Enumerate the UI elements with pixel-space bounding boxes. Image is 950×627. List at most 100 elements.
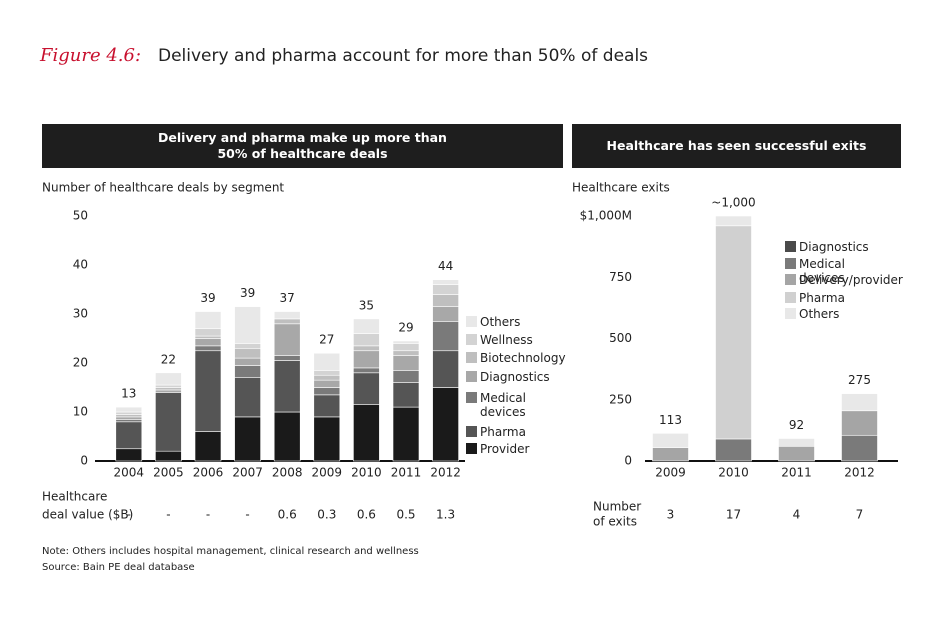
- panel-title: Delivery and pharma make up more than: [158, 130, 447, 145]
- y-tick-label: 20: [73, 356, 88, 370]
- bar-segment: [392, 406, 420, 462]
- bar-segment: [392, 343, 420, 352]
- y-tick-label: 30: [73, 307, 88, 321]
- bar-segment: [194, 335, 222, 339]
- legend-swatch: [466, 316, 477, 327]
- total-label: ~1,000: [711, 196, 755, 210]
- bar-segment: [194, 350, 222, 432]
- legend-swatch: [466, 371, 477, 382]
- y-tick-label: 0: [624, 454, 632, 468]
- legend-label: Medical devices: [799, 257, 845, 285]
- total-label: 29: [398, 320, 413, 334]
- row-value: 0.5: [396, 508, 415, 522]
- legend-swatch: [785, 258, 796, 269]
- bar-segment: [273, 360, 301, 413]
- total-label: 275: [848, 373, 871, 387]
- bar-segment: [353, 367, 380, 374]
- bar-segment: [194, 328, 222, 337]
- figure-label: Figure 4.6:: [39, 45, 141, 66]
- bar-segment: [194, 345, 222, 352]
- bar-segment: [115, 416, 143, 420]
- x-tick-label: 2010: [351, 466, 382, 480]
- total-label: 92: [789, 418, 804, 432]
- legend-label: Pharma: [799, 291, 845, 305]
- total-label: 37: [280, 291, 295, 305]
- note: Note: Others includes hospital managemen…: [42, 546, 419, 557]
- legend-label: Pharma: [480, 425, 526, 439]
- bar-segment: [652, 447, 689, 462]
- bar-segment: [353, 333, 380, 347]
- y-axis-label: Healthcare exits: [572, 181, 670, 195]
- panel-banner: Delivery and pharma make up more than 50%…: [42, 124, 563, 168]
- bar-segment: [715, 225, 752, 440]
- legend-swatch: [785, 292, 796, 303]
- y-tick-label: 750: [609, 270, 632, 284]
- bar-segment: [432, 387, 459, 462]
- bar-segment: [392, 370, 420, 383]
- legend-swatch: [785, 308, 796, 319]
- bar-segment: [273, 411, 301, 462]
- row-value: -: [166, 508, 170, 522]
- legend-swatch: [466, 334, 477, 345]
- row-value: -: [127, 508, 131, 522]
- row-value: 0.6: [357, 508, 376, 522]
- bar-segment: [155, 392, 182, 452]
- bar-segment: [155, 389, 182, 393]
- total-label: 22: [161, 352, 176, 366]
- bar-segment: [234, 365, 261, 379]
- bar-segment: [841, 434, 878, 462]
- legend-swatch: [466, 352, 477, 363]
- bar-segment: [841, 393, 878, 412]
- bar-segment: [353, 318, 380, 334]
- bar-segment: [778, 445, 815, 462]
- x-tick-label: 2004: [114, 466, 145, 480]
- bar-segment: [432, 294, 459, 307]
- bar-segment: [234, 347, 261, 359]
- bar-segment: [841, 410, 878, 436]
- x-tick-label: 2009: [312, 466, 343, 480]
- bar-segment: [432, 306, 459, 322]
- bar-segment: [234, 306, 261, 344]
- row-value: 4: [793, 508, 801, 522]
- bar-segment: [432, 284, 459, 295]
- bar-segment: [313, 416, 341, 462]
- legend-label: Provider: [480, 442, 530, 456]
- legend-label: Delivery/provider: [799, 273, 903, 287]
- x-tick-label: 2006: [193, 466, 224, 480]
- legend-swatch: [466, 426, 477, 437]
- bar-segment: [155, 384, 182, 388]
- y-tick-label: 10: [73, 405, 88, 419]
- legend-swatch: [466, 443, 477, 454]
- total-label: 113: [659, 413, 682, 427]
- x-tick-label: 2011: [391, 466, 422, 480]
- bar-segment: [313, 370, 341, 376]
- x-tick-label: 2012: [430, 466, 461, 480]
- x-tick-label: 2009: [655, 466, 686, 480]
- bar-segment: [392, 340, 420, 344]
- bar-segment: [115, 448, 143, 462]
- row-value: 0.3: [317, 508, 336, 522]
- y-tick-label: 500: [609, 331, 632, 345]
- bar-segment: [392, 355, 420, 371]
- y-tick-label: 250: [609, 392, 632, 406]
- total-label: 35: [359, 298, 374, 312]
- total-label: 39: [200, 291, 215, 305]
- bar-segment: [155, 372, 182, 386]
- row-label: deal value ($B): [42, 508, 133, 522]
- legend-label: Medical devices: [480, 391, 526, 419]
- x-tick-label: 2012: [844, 466, 875, 480]
- bar-segment: [115, 419, 143, 423]
- bar-segment: [115, 406, 143, 413]
- y-tick-label: 40: [73, 258, 88, 272]
- y-tick-label: $1,000M: [580, 209, 632, 223]
- bar-segment: [234, 416, 261, 462]
- bar-segment: [115, 421, 143, 450]
- row-value: -: [245, 508, 249, 522]
- bar-segment: [715, 438, 752, 462]
- legend-swatch: [466, 392, 477, 403]
- bar-segment: [115, 411, 143, 415]
- bar-segment: [194, 311, 222, 329]
- total-label: 44: [438, 259, 453, 273]
- panel-title: 50% of healthcare deals: [217, 146, 388, 161]
